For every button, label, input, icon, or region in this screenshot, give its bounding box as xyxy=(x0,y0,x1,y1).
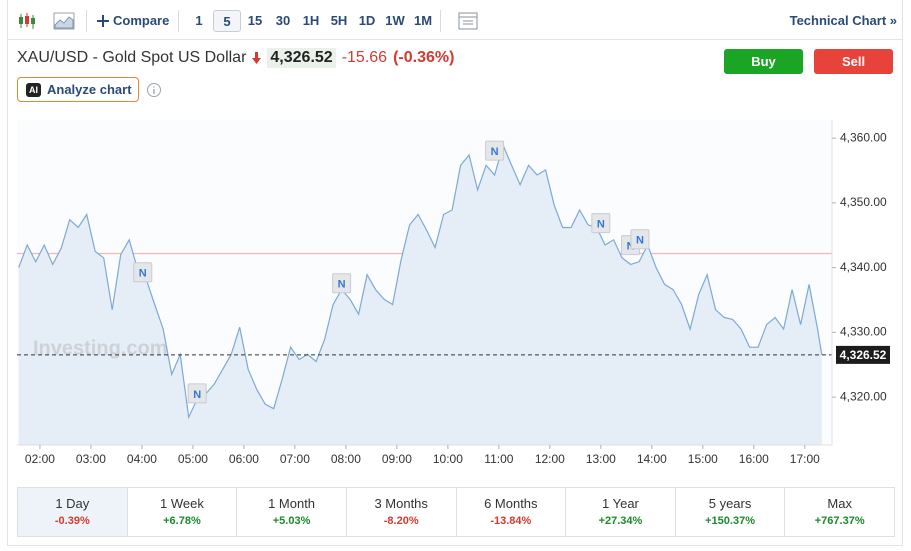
news-marker-label: N xyxy=(597,218,605,230)
period-name: 1 Week xyxy=(160,496,204,511)
news-marker[interactable] xyxy=(591,213,611,234)
period-cell[interactable]: 5 years +150.37% xyxy=(674,488,785,536)
x-tick-label: 02:00 xyxy=(25,452,55,466)
timeframe-button[interactable]: 1W xyxy=(385,13,405,28)
price: 4,326.52 xyxy=(267,48,336,68)
x-tick-label: 09:00 xyxy=(382,452,412,466)
x-tick-label: 15:00 xyxy=(688,452,718,466)
period-name: 1 Month xyxy=(268,496,316,511)
news-marker[interactable] xyxy=(187,383,207,404)
timeframe-button[interactable]: 1M xyxy=(413,13,433,28)
period-change: +767.37% xyxy=(814,515,865,527)
x-tick-label: 06:00 xyxy=(229,452,259,466)
timeframe-button[interactable]: 15 xyxy=(247,13,263,28)
y-tick-label: 4,330.00 xyxy=(840,325,887,339)
separator xyxy=(86,10,87,32)
period-name: 1 Year xyxy=(602,496,639,511)
timeframe-button[interactable]: 1 xyxy=(195,13,203,28)
analyze-label: Analyze chart xyxy=(47,82,132,97)
period-name: 1 Day xyxy=(55,496,90,511)
period-change: -13.84% xyxy=(490,515,532,527)
toolbar: Compare 1 5 15 30 1H 5H 1D 1W 1M Technical Chart… xyxy=(7,0,903,40)
sell-button[interactable]: Sell xyxy=(814,49,893,74)
news-marker-label: N xyxy=(636,235,644,247)
timeframe-button[interactable]: 1D xyxy=(358,13,376,28)
news-marker-label: N xyxy=(338,279,346,291)
analyze-button[interactable]: AI Analyze chart xyxy=(17,77,139,102)
change: -15.66 xyxy=(341,49,388,66)
period-cell[interactable]: 1 Week +6.78% xyxy=(126,488,237,536)
down-arrow xyxy=(252,52,262,64)
news-marker[interactable] xyxy=(630,229,650,250)
timeframe-button[interactable]: 1H xyxy=(302,13,320,28)
x-tick-label: 05:00 xyxy=(178,452,208,466)
change-percent: (-0.36%) xyxy=(393,49,455,66)
compare-button[interactable]: Compare xyxy=(113,13,170,28)
news-marker-label: N xyxy=(491,146,499,158)
x-tick-label: 17:00 xyxy=(790,452,820,466)
watermark: Investing.com xyxy=(33,337,167,359)
period-change: -8.20% xyxy=(383,515,419,527)
period-change: +150.37% xyxy=(705,515,755,527)
info-icon[interactable] xyxy=(146,82,162,98)
period-change: +6.78% xyxy=(163,515,201,527)
period-change: +5.03% xyxy=(272,515,311,527)
timeframe-button[interactable]: 30 xyxy=(275,13,291,28)
period-cell[interactable]: 6 Months -13.84% xyxy=(455,488,566,536)
x-tick-label: 11:00 xyxy=(484,452,513,466)
period-table: 1 Day -0.39% 1 Week +6.78% 1 Month +5.03% 3 Mo… xyxy=(17,487,895,537)
period-change: +27.34% xyxy=(598,515,643,527)
ai-badge: AI xyxy=(26,82,41,97)
last-price-box xyxy=(836,345,890,364)
x-tick-label: 14:00 xyxy=(637,452,667,466)
technical-chart-link[interactable]: Technical Chart » xyxy=(789,13,897,28)
period-name: Max xyxy=(827,496,852,511)
layout-icon[interactable] xyxy=(458,12,478,30)
x-tick-label: 03:00 xyxy=(76,452,106,466)
period-change: -0.39% xyxy=(54,515,90,527)
x-tick-label: 12:00 xyxy=(535,452,565,466)
price-line xyxy=(18,143,823,420)
separator xyxy=(440,10,441,32)
period-name: 6 Months xyxy=(484,496,538,511)
period-cell[interactable]: 1 Month +5.03% xyxy=(236,488,346,536)
area-fill xyxy=(18,145,822,445)
period-cell[interactable]: Max +767.37% xyxy=(784,488,894,536)
news-marker-label: N xyxy=(193,389,201,401)
candle-icon[interactable] xyxy=(17,11,37,31)
period-name: 5 years xyxy=(708,496,752,511)
header: XAU/USD - Gold Spot US Dollar 4,326.52 -… xyxy=(17,48,454,68)
news-marker-label: N xyxy=(139,268,147,280)
news-marker[interactable] xyxy=(332,273,352,294)
period-cell[interactable]: 1 Year +27.34% xyxy=(565,488,675,536)
period-cell[interactable]: 1 Day -0.39% xyxy=(18,488,127,536)
y-tick-label: 4,360.00 xyxy=(840,130,887,144)
timeframe-button[interactable]: 5H xyxy=(330,13,348,28)
instrument-title: XAU/USD - Gold Spot US Dollar xyxy=(17,49,247,66)
area-icon[interactable] xyxy=(53,11,75,31)
timeframe-button[interactable]: 5 xyxy=(213,10,241,32)
x-tick-label: 04:00 xyxy=(127,452,157,466)
x-tick-label: 10:00 xyxy=(433,452,463,466)
frame xyxy=(7,0,903,546)
period-name: 3 Months xyxy=(374,496,428,511)
x-tick-label: 07:00 xyxy=(280,452,310,466)
news-marker[interactable] xyxy=(133,262,153,283)
x-tick-label: 08:00 xyxy=(331,452,361,466)
last-price-label: 4,326.52 xyxy=(840,348,887,362)
x-tick-label: 16:00 xyxy=(739,452,769,466)
news-marker[interactable] xyxy=(485,140,505,161)
y-tick-label: 4,340.00 xyxy=(840,260,887,274)
plus-icon[interactable] xyxy=(97,15,109,27)
period-cell[interactable]: 3 Months -8.20% xyxy=(345,488,456,536)
y-tick-label: 4,320.00 xyxy=(840,389,887,403)
separator xyxy=(178,10,179,32)
buy-button[interactable]: Buy xyxy=(724,49,803,74)
x-tick-label: 13:00 xyxy=(586,452,616,466)
y-tick-label: 4,350.00 xyxy=(840,195,887,209)
